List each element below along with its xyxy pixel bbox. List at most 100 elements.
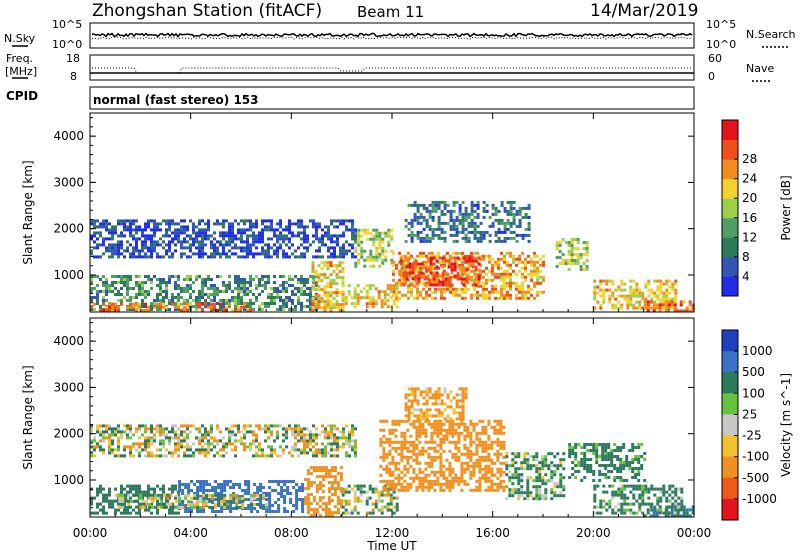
velocity-cell [306,469,310,473]
velocity-cell [487,434,491,438]
power-cell [585,247,589,250]
velocity-cell [102,511,105,515]
power-cell [432,277,436,281]
velocity-cell [315,502,319,506]
velocity-cell [407,399,411,403]
power-cell [482,284,485,288]
power-cell [431,278,434,282]
power-cell [473,227,477,231]
power-cell [470,293,473,297]
velocity-cell [214,498,218,501]
power-cell [509,275,512,279]
power-cell [222,249,225,253]
velocity-cell [421,488,425,492]
power-cell [288,278,291,281]
power-cell [210,287,213,290]
power-cell [153,302,156,305]
velocity-cell [412,422,416,426]
velocity-cell [371,487,375,491]
velocity-cell [382,449,386,453]
power-cell [279,219,282,223]
power-cell [156,299,159,302]
power-cell [413,233,417,237]
power-cell [99,234,102,238]
velocity-cell [127,499,131,503]
velocity-cell [223,499,227,503]
velocity-cell [141,424,144,428]
power-cell [488,269,491,273]
sky-panel-frame [89,22,695,49]
power-cell [620,279,624,283]
velocity-cell [271,504,275,507]
velocity-cell [96,430,99,434]
power-cell [416,290,419,294]
velocity-cell [196,492,200,495]
velocity-cell [318,451,321,455]
sky-right-tick-high: 10^5 [706,18,736,31]
velocity-cell [144,445,147,449]
power-cell [620,306,624,310]
power-cell [661,303,665,307]
power-cell [243,240,246,244]
velocity-cell [150,439,153,443]
power-cell [608,288,612,292]
power-cell [120,252,123,256]
power-cell [506,263,509,267]
velocity-cell [529,491,533,495]
velocity-cell [439,452,443,456]
power-cell [204,281,207,284]
velocity-cell [150,430,153,434]
power-cell [461,221,465,225]
velocity-cell [280,492,284,495]
power-cell [434,200,438,204]
power-cell [611,279,615,283]
power-cell [573,238,577,241]
velocity-cell [318,496,322,500]
velocity-cell [202,505,206,509]
velocity-cell [177,490,180,494]
power-cell [180,240,183,244]
velocity-cell [250,499,254,503]
power-cell [390,234,394,238]
velocity-cell [151,496,155,500]
velocity-cell [394,440,398,444]
power-cell [309,287,312,290]
power-cell [249,275,252,278]
power-cell [219,231,222,235]
power-cell [332,264,336,268]
power-cell [437,251,440,255]
velocity-cell [321,451,324,455]
power-cell [156,243,159,247]
velocity-cell [499,446,503,450]
velocity-cell [195,448,198,452]
power-cell [500,266,503,270]
velocity-cell [184,507,188,510]
velocity-cell [496,488,500,492]
power-cell [171,293,174,296]
power-cell [126,299,129,302]
power-cell [614,303,618,307]
power-cell [398,296,401,300]
velocity-cell [186,433,189,437]
power-cell [473,281,476,285]
power-cell [527,221,531,225]
velocity-cell [280,495,284,498]
velocity-cell [484,476,488,480]
power-cell [261,237,264,241]
power-cell [342,249,345,253]
power-cell [105,293,108,296]
power-cell [500,230,504,234]
power-cell [320,273,324,277]
power-cell [276,308,279,311]
velocity-cell [180,439,183,443]
power-cell [192,281,195,284]
power-cell [570,262,574,265]
power-cell [141,284,144,287]
velocity-cell [397,461,401,465]
power-cell [339,222,342,226]
velocity-cell [425,390,429,394]
power-cell [332,279,336,283]
velocity-cell [315,469,319,473]
velocity-cell [556,482,560,486]
velocity-cell [144,424,147,428]
